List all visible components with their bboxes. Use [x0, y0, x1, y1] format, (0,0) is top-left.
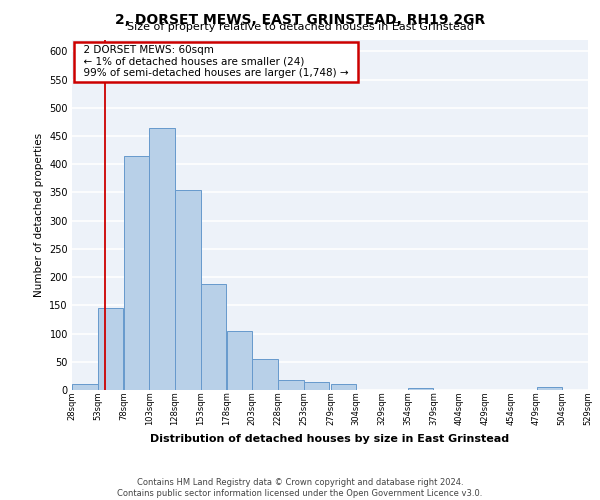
Text: 2, DORSET MEWS, EAST GRINSTEAD, RH19 2GR: 2, DORSET MEWS, EAST GRINSTEAD, RH19 2GR — [115, 12, 485, 26]
Bar — [331, 384, 356, 390]
Y-axis label: Number of detached properties: Number of detached properties — [34, 133, 44, 297]
Bar — [72, 384, 98, 390]
Bar — [278, 380, 304, 390]
Bar — [124, 156, 149, 390]
Bar — [304, 382, 329, 390]
Bar — [98, 308, 124, 390]
Bar — [201, 284, 226, 390]
Bar — [175, 190, 200, 390]
Bar — [149, 128, 175, 390]
Bar — [253, 359, 278, 390]
Text: Contains HM Land Registry data © Crown copyright and database right 2024.
Contai: Contains HM Land Registry data © Crown c… — [118, 478, 482, 498]
X-axis label: Distribution of detached houses by size in East Grinstead: Distribution of detached houses by size … — [151, 434, 509, 444]
Bar — [408, 388, 433, 390]
Bar — [536, 387, 562, 390]
Bar — [227, 332, 252, 390]
Text: 2 DORSET MEWS: 60sqm  
  ← 1% of detached houses are smaller (24)  
  99% of sem: 2 DORSET MEWS: 60sqm ← 1% of detached ho… — [77, 46, 355, 78]
Text: Size of property relative to detached houses in East Grinstead: Size of property relative to detached ho… — [127, 22, 473, 32]
